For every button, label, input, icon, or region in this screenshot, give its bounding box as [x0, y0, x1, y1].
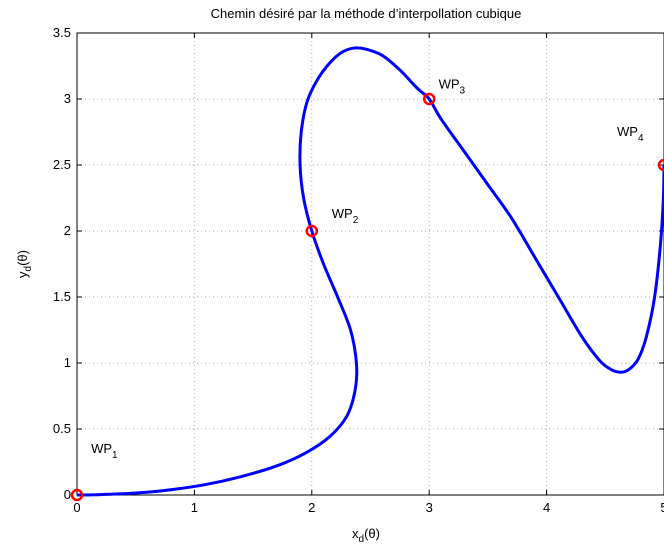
x-axis-label-main: x — [352, 526, 359, 541]
x-axis-label: xd(θ) — [352, 526, 380, 545]
y-tick-label: 0 — [64, 487, 71, 502]
grid — [77, 33, 664, 495]
x-tick-label: 2 — [308, 500, 315, 515]
waypoint-label-sub: 3 — [460, 85, 466, 96]
y-axis-label-sub: d — [23, 266, 34, 272]
waypoint-marker — [70, 488, 84, 502]
x-tick-label: 3 — [426, 500, 433, 515]
waypoint-label: WP1 — [91, 441, 118, 461]
waypoint-label-name: WP — [439, 76, 460, 91]
path-layer — [76, 46, 664, 497]
y-axis-label: yd(θ) — [15, 250, 34, 278]
y-axis-label-tail: (θ) — [15, 250, 30, 266]
waypoint-label-sub: 1 — [112, 450, 118, 461]
waypoint-label-name: WP — [91, 441, 112, 456]
waypoint-label-sub: 2 — [353, 215, 359, 226]
y-tick-label: 3.5 — [53, 25, 71, 40]
waypoint-label-name: WP — [617, 124, 638, 139]
desired-path-line — [76, 46, 664, 497]
y-tick-label: 1.5 — [53, 289, 71, 304]
y-tick-label: 0.5 — [53, 421, 71, 436]
waypoint-label: WP2 — [332, 206, 359, 226]
waypoint-label: WP4 — [617, 124, 644, 144]
x-tick-label: 0 — [73, 500, 80, 515]
waypoint-label-name: WP — [332, 206, 353, 221]
y-tick-label: 3 — [64, 91, 71, 106]
y-tick-label: 1 — [64, 355, 71, 370]
waypoint-marker — [305, 224, 319, 238]
x-tick-label: 4 — [543, 500, 550, 515]
y-tick-label: 2 — [64, 223, 71, 238]
waypoint-label-sub: 4 — [638, 133, 644, 144]
x-tick-label: 1 — [191, 500, 198, 515]
y-axis-label-main: y — [15, 271, 30, 278]
x-tick-label: 5 — [660, 500, 664, 515]
waypoint-label: WP3 — [439, 76, 466, 96]
ticks: 0 1 2 3 4 5 0 0.5 1 1.5 2 2.5 3 3.5 — [53, 25, 664, 515]
plot-frame — [76, 32, 664, 496]
waypoint-marker — [422, 92, 436, 106]
waypoint-marker — [657, 158, 664, 172]
x-axis-label-tail: (θ) — [364, 526, 380, 541]
x-axis-label-sub: d — [359, 534, 365, 545]
y-tick-label: 2.5 — [53, 157, 71, 172]
chart-title: Chemin désiré par la méthode d’interpoll… — [211, 6, 522, 21]
